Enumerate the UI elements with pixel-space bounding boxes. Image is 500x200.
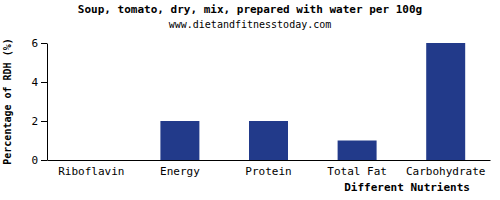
x-tick: Carbohydrate [406,165,485,178]
x-tick-label: Protein [245,165,291,178]
title: Soup, tomato, dry, mix, prepared with wa… [78,3,422,16]
y-tick: 6 [31,37,47,50]
x-tick: Riboflavin [58,165,124,178]
bar [72,160,111,161]
y-tick-label: 0 [31,154,38,167]
chart: Soup, tomato, dry, mix, prepared with wa… [0,0,500,200]
x-axis-title: Different Nutrients [344,181,470,194]
y-axis: 0 2 4 6 [31,37,47,167]
y-tick-label: 2 [31,115,38,128]
x-tick: Protein [245,165,291,178]
x-tick: Total Fat [327,165,387,178]
bar [249,121,288,160]
x-tick-label: Riboflavin [58,165,124,178]
y-tick-mark [41,121,47,122]
bar [160,121,199,160]
x-axis: Riboflavin Energy Protein Total Fat Carbohyd… [48,161,491,178]
bar [338,141,377,161]
y-tick-mark [41,43,47,44]
y-tick-label: 4 [31,76,38,89]
x-tick-label: Carbohydrate [406,165,485,178]
bar [426,43,465,160]
y-tick-mark [41,160,47,161]
x-tick-label: Energy [160,165,200,178]
x-tick-label: Total Fat [327,165,387,178]
x-axis-line [48,160,491,161]
x-tick: Energy [160,165,200,178]
plot: 0 2 4 6 Riboflavin Energy Protein Total Fat Carb… [31,37,490,178]
y-tick-mark [41,82,47,83]
y-tick-label: 6 [31,37,38,50]
bars [160,43,465,160]
y-axis-title: Percentage of RDH (%) [2,38,13,164]
y-axis-line [47,44,48,161]
y-tick: 4 [31,76,47,89]
subtitle: www.dietandfitnesstoday.com [169,19,332,30]
y-tick: 2 [31,115,47,128]
y-tick: 0 [31,154,47,167]
